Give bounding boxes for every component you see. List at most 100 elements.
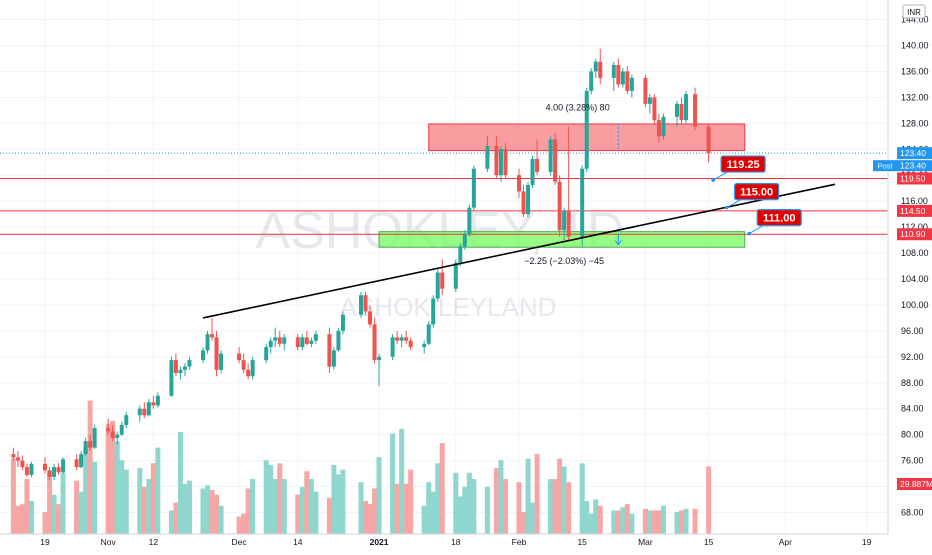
horizontal-levels[interactable] xyxy=(0,152,888,235)
price-tick-label: 116.00 xyxy=(901,196,928,206)
candle-body xyxy=(535,159,540,172)
price-badge-label: 114.50 xyxy=(900,206,926,216)
price-tick-label: 132.00 xyxy=(901,92,929,102)
drawings[interactable]: 4.00 (3.28%) 80 −2.25 (−2.03%) −45 119.25 1… xyxy=(202,102,836,319)
candle-body xyxy=(237,353,242,361)
volume-bar xyxy=(331,464,337,534)
candle-body xyxy=(241,360,246,370)
time-tick-label: 15 xyxy=(577,537,587,547)
candle-body xyxy=(178,369,183,374)
volume-bar xyxy=(647,510,653,534)
price-badge-label: 110.90 xyxy=(900,229,926,239)
candle-body xyxy=(327,334,332,367)
candle-body xyxy=(616,64,621,85)
volume-bar xyxy=(105,424,111,534)
candle-body xyxy=(611,64,616,78)
candle-body xyxy=(11,454,16,458)
volume-bar xyxy=(137,468,143,534)
time-tick-label: 12 xyxy=(149,537,159,547)
price-badge xyxy=(897,228,932,241)
price-tick-label: 140.00 xyxy=(901,41,929,51)
callout-pointer xyxy=(748,225,764,235)
callout-box[interactable] xyxy=(720,155,766,173)
volume-bar xyxy=(155,447,161,534)
volume-bar xyxy=(656,510,662,534)
volume-bar xyxy=(214,494,220,534)
currency-badge[interactable] xyxy=(902,4,926,19)
volume-bar xyxy=(462,486,468,534)
volume-bar xyxy=(706,466,712,534)
volume-bar xyxy=(10,458,16,534)
volume-bar xyxy=(177,431,183,534)
demand-zone[interactable] xyxy=(378,231,746,248)
candle-body xyxy=(219,353,224,370)
candle-body xyxy=(435,272,440,299)
candle-body xyxy=(494,146,499,176)
price-badge-label: 119.50 xyxy=(900,173,926,183)
volume-bar xyxy=(674,512,680,534)
candle-body xyxy=(115,434,120,438)
candle-body xyxy=(390,337,395,357)
candle-body xyxy=(503,149,508,176)
candle-body xyxy=(684,94,689,121)
time-tick-label: Mar xyxy=(638,537,653,547)
callout-label: 119.25 xyxy=(727,159,760,171)
candle-body xyxy=(214,337,219,370)
candle-body xyxy=(124,415,129,425)
candle-body xyxy=(201,350,205,361)
volume-bar xyxy=(642,508,648,534)
callout-box[interactable] xyxy=(734,183,780,201)
currency-label: INR xyxy=(907,8,921,17)
price-tick-label: 104.00 xyxy=(901,274,929,284)
candle-body xyxy=(679,103,684,121)
candle-body xyxy=(309,340,314,344)
volume-bar xyxy=(74,480,80,534)
candle-body xyxy=(422,343,427,348)
candle-body xyxy=(363,295,368,312)
volume-bar xyxy=(304,471,310,534)
trendline[interactable] xyxy=(202,183,836,319)
volume-bar xyxy=(340,469,346,534)
candle-body xyxy=(647,97,652,104)
candle-body xyxy=(173,360,178,374)
candle-body xyxy=(300,337,305,348)
volume-bar xyxy=(87,400,93,534)
volume-bar xyxy=(241,513,247,534)
time-tick-label: 19 xyxy=(40,537,50,547)
volume-bar xyxy=(268,464,274,534)
candle-body xyxy=(458,246,463,263)
candle-body xyxy=(368,311,373,325)
volume-bar xyxy=(110,420,116,534)
candle-body xyxy=(426,324,431,344)
volume-bar xyxy=(205,485,211,534)
volume-bar xyxy=(588,513,594,534)
candle-body xyxy=(471,168,476,208)
volume-bar xyxy=(15,505,21,534)
volume-bar xyxy=(83,447,89,534)
volume-bar xyxy=(430,491,436,534)
volume-bar xyxy=(281,479,287,534)
volume-bar xyxy=(218,505,224,534)
volume-bar xyxy=(466,472,472,534)
volume-bar xyxy=(435,463,441,534)
volume-bar xyxy=(367,504,373,534)
price-tick-label: 68.00 xyxy=(901,508,924,518)
candle-body xyxy=(29,463,34,475)
volume-bar xyxy=(516,482,522,534)
time-tick-label: 2021 xyxy=(370,537,389,547)
callout-box[interactable] xyxy=(756,208,802,227)
volume-bar xyxy=(263,460,269,534)
volume-bar xyxy=(548,479,554,534)
callout-pointer xyxy=(712,171,728,181)
volume-bar xyxy=(421,505,427,534)
candle-body xyxy=(110,431,115,438)
candle-body xyxy=(74,459,79,468)
price-badge-label: 123.40 xyxy=(900,148,926,158)
candle-body xyxy=(399,337,404,341)
candle-body xyxy=(530,159,535,185)
volume-bar xyxy=(615,510,621,534)
callout-pointer xyxy=(726,199,741,209)
candle-body xyxy=(377,356,382,361)
